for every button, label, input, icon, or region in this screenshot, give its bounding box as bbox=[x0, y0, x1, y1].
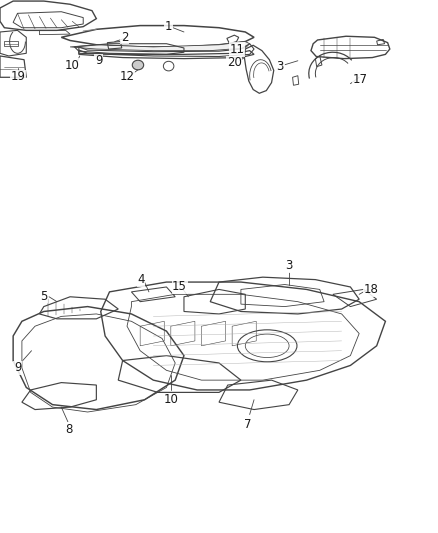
Text: 11: 11 bbox=[230, 43, 245, 56]
Text: 5: 5 bbox=[40, 290, 47, 303]
Text: 2: 2 bbox=[121, 31, 129, 44]
Text: 7: 7 bbox=[244, 418, 251, 431]
Text: 15: 15 bbox=[172, 280, 187, 294]
Text: 9: 9 bbox=[14, 361, 21, 374]
Text: 3: 3 bbox=[286, 260, 293, 272]
Text: 10: 10 bbox=[163, 393, 178, 406]
Text: 9: 9 bbox=[95, 54, 102, 67]
Text: 3: 3 bbox=[277, 60, 284, 73]
Text: 1: 1 bbox=[165, 20, 173, 33]
Text: 4: 4 bbox=[137, 273, 145, 286]
Text: 8: 8 bbox=[66, 423, 73, 435]
Text: 12: 12 bbox=[120, 70, 134, 83]
Text: 20: 20 bbox=[227, 56, 242, 69]
Text: 19: 19 bbox=[11, 70, 26, 83]
Text: 10: 10 bbox=[65, 59, 80, 71]
Ellipse shape bbox=[132, 60, 144, 70]
Text: 17: 17 bbox=[353, 74, 367, 86]
Polygon shape bbox=[70, 42, 250, 51]
Text: 18: 18 bbox=[364, 283, 379, 296]
